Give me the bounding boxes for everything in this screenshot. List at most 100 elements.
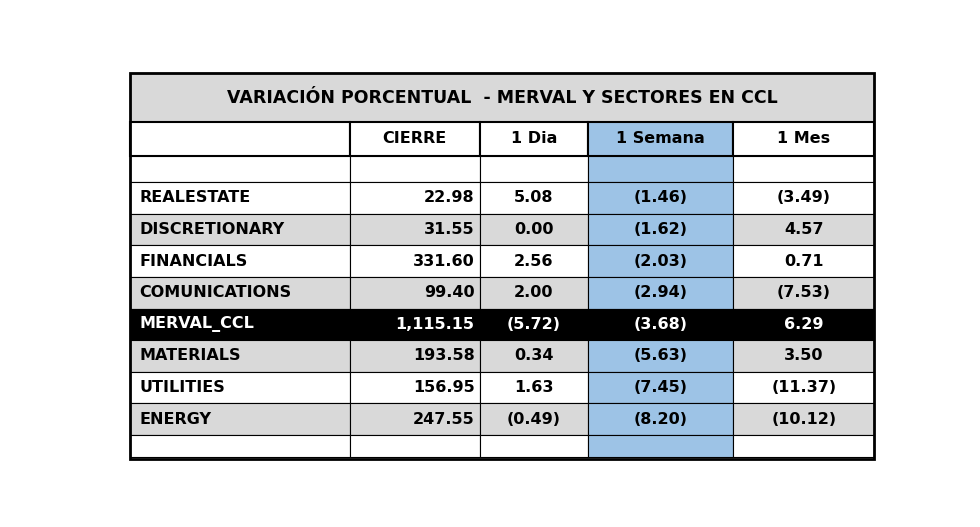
Bar xyxy=(350,372,480,403)
Text: 0.00: 0.00 xyxy=(514,222,554,237)
Text: (10.12): (10.12) xyxy=(771,412,836,427)
Text: (1.62): (1.62) xyxy=(633,222,687,237)
Bar xyxy=(480,372,588,403)
Bar xyxy=(350,182,480,214)
Bar xyxy=(588,435,733,457)
Bar xyxy=(130,73,874,122)
Text: 4.57: 4.57 xyxy=(784,222,823,237)
Text: 193.58: 193.58 xyxy=(413,348,474,364)
Text: (0.49): (0.49) xyxy=(507,412,561,427)
Bar xyxy=(350,340,480,372)
Bar xyxy=(588,245,733,277)
Bar xyxy=(588,308,733,340)
Text: 6.29: 6.29 xyxy=(784,317,823,332)
Text: (5.63): (5.63) xyxy=(633,348,687,364)
Bar xyxy=(588,277,733,308)
Bar xyxy=(480,214,588,245)
Text: (2.03): (2.03) xyxy=(633,253,687,269)
Text: 1.63: 1.63 xyxy=(514,380,554,395)
Bar xyxy=(733,372,874,403)
Bar xyxy=(588,156,733,182)
Bar xyxy=(130,372,350,403)
Text: 1,115.15: 1,115.15 xyxy=(396,317,474,332)
Bar xyxy=(350,403,480,435)
Bar xyxy=(130,122,350,156)
Text: REALESTATE: REALESTATE xyxy=(139,190,251,206)
Bar xyxy=(733,214,874,245)
Bar xyxy=(130,277,350,308)
Text: (1.46): (1.46) xyxy=(633,190,687,206)
Text: 1 Mes: 1 Mes xyxy=(777,131,830,147)
Text: (8.20): (8.20) xyxy=(633,412,687,427)
Bar xyxy=(588,214,733,245)
Text: COMUNICATIONS: COMUNICATIONS xyxy=(139,285,291,300)
Text: MERVAL_CCL: MERVAL_CCL xyxy=(139,316,254,333)
Text: 331.60: 331.60 xyxy=(413,253,474,269)
Bar xyxy=(130,435,350,457)
Bar xyxy=(733,245,874,277)
Text: 1 Semana: 1 Semana xyxy=(616,131,705,147)
Text: MATERIALS: MATERIALS xyxy=(139,348,241,364)
Bar xyxy=(588,340,733,372)
Bar xyxy=(480,245,588,277)
Bar xyxy=(733,277,874,308)
Bar xyxy=(588,372,733,403)
Bar xyxy=(733,182,874,214)
Bar xyxy=(733,308,874,340)
Bar xyxy=(130,156,350,182)
Text: (3.49): (3.49) xyxy=(777,190,831,206)
Text: 0.34: 0.34 xyxy=(514,348,554,364)
Text: DISCRETIONARY: DISCRETIONARY xyxy=(139,222,284,237)
Text: 247.55: 247.55 xyxy=(413,412,474,427)
Bar xyxy=(350,435,480,457)
Bar xyxy=(733,156,874,182)
Bar xyxy=(480,156,588,182)
Text: FINANCIALS: FINANCIALS xyxy=(139,253,248,269)
Bar xyxy=(480,277,588,308)
Bar xyxy=(480,435,588,457)
Bar xyxy=(130,340,350,372)
Text: (3.68): (3.68) xyxy=(633,317,687,332)
Bar xyxy=(130,245,350,277)
Text: ENERGY: ENERGY xyxy=(139,412,212,427)
Text: 5.08: 5.08 xyxy=(514,190,554,206)
Text: (5.72): (5.72) xyxy=(507,317,561,332)
Bar xyxy=(480,340,588,372)
Bar xyxy=(733,122,874,156)
Bar xyxy=(350,214,480,245)
Text: 156.95: 156.95 xyxy=(413,380,474,395)
Text: 2.00: 2.00 xyxy=(514,285,554,300)
Bar xyxy=(480,308,588,340)
Text: 31.55: 31.55 xyxy=(424,222,474,237)
Bar xyxy=(588,122,733,156)
Text: 99.40: 99.40 xyxy=(424,285,474,300)
Text: 3.50: 3.50 xyxy=(784,348,823,364)
Text: 0.71: 0.71 xyxy=(784,253,823,269)
Text: UTILITIES: UTILITIES xyxy=(139,380,225,395)
Bar xyxy=(130,182,350,214)
Bar xyxy=(733,340,874,372)
Text: (2.94): (2.94) xyxy=(633,285,687,300)
Bar xyxy=(588,403,733,435)
Bar xyxy=(350,122,480,156)
Bar xyxy=(733,435,874,457)
Text: 2.56: 2.56 xyxy=(514,253,554,269)
Bar xyxy=(350,245,480,277)
Text: 1 Dia: 1 Dia xyxy=(511,131,557,147)
Bar xyxy=(350,308,480,340)
Bar xyxy=(480,182,588,214)
Bar xyxy=(480,403,588,435)
Bar xyxy=(480,122,588,156)
Text: (7.45): (7.45) xyxy=(633,380,687,395)
Bar xyxy=(350,156,480,182)
Text: 22.98: 22.98 xyxy=(424,190,474,206)
Bar xyxy=(733,403,874,435)
Bar xyxy=(130,214,350,245)
Text: VARIACIÓN PORCENTUAL  - MERVAL Y SECTORES EN CCL: VARIACIÓN PORCENTUAL - MERVAL Y SECTORES… xyxy=(227,89,777,106)
Bar xyxy=(130,308,350,340)
Bar xyxy=(130,403,350,435)
Text: CIERRE: CIERRE xyxy=(382,131,447,147)
Text: (7.53): (7.53) xyxy=(777,285,831,300)
Bar xyxy=(350,277,480,308)
Text: (11.37): (11.37) xyxy=(771,380,836,395)
